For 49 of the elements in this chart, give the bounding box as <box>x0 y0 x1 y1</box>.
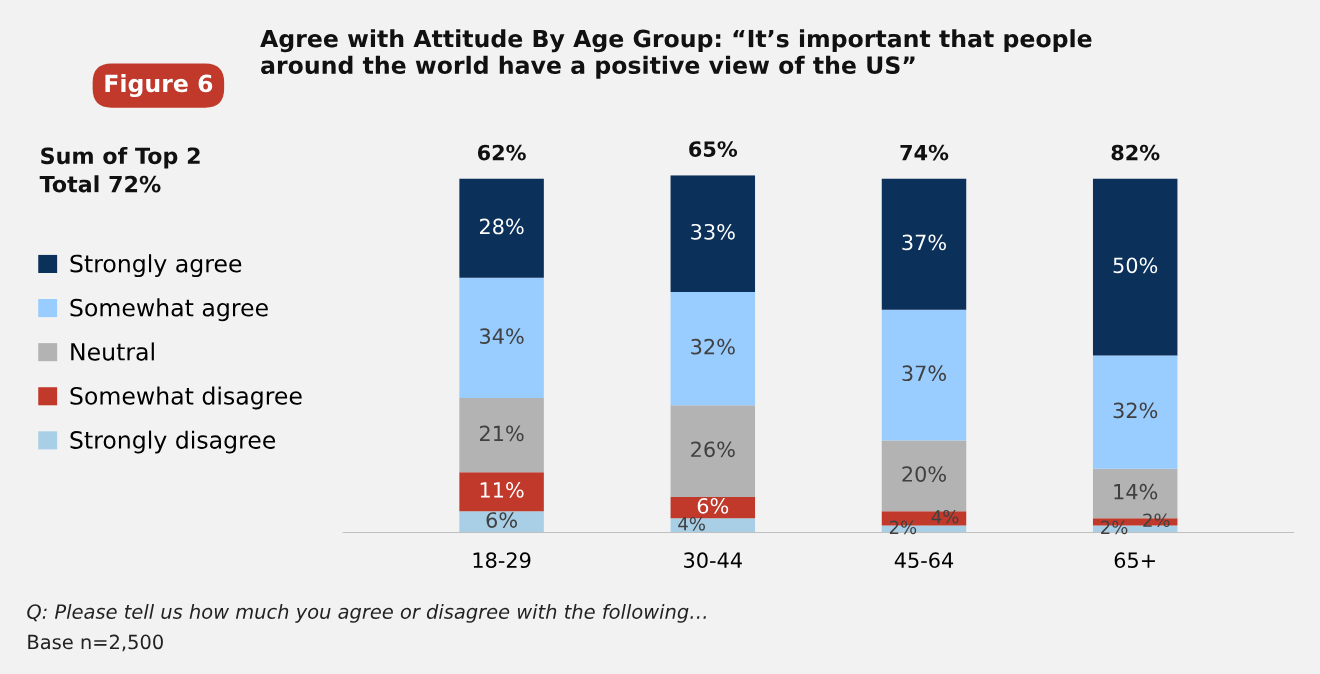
data-label: 34% <box>480 328 524 344</box>
caption: Figure 6 <box>105 74 213 98</box>
bar <box>459 398 544 473</box>
data-label: 50% <box>1113 257 1158 274</box>
legend-label: Strongly disagree <box>70 430 276 454</box>
bar <box>459 277 544 399</box>
bar <box>881 178 967 310</box>
text: Base n=2,500 <box>28 634 163 652</box>
data-label: 33% <box>691 223 735 240</box>
data-label: 20% <box>902 466 946 482</box>
data-label: 14% <box>1114 483 1158 500</box>
data-label: 6% <box>486 512 517 528</box>
text: 62% <box>477 144 526 161</box>
bar <box>670 291 756 406</box>
bar <box>459 511 544 533</box>
x-tick-label: 18-29 <box>473 552 531 569</box>
bar <box>881 440 967 512</box>
x-tick-label: 30-44 <box>684 552 742 569</box>
legend-label: Somewhat disagree <box>70 386 302 410</box>
data-label: 6% <box>697 497 729 514</box>
data-label: 37% <box>902 234 946 251</box>
chart-title: Agree with Attitude By Age Group: “It’s important that people around the world have a positive view of the US” <box>260 29 1092 79</box>
bar <box>670 518 756 533</box>
data-label: 26% <box>691 441 735 458</box>
text: Sum of Top 2 Total 72% <box>39 146 200 193</box>
data-label: 37% <box>902 365 946 382</box>
bar <box>670 405 756 498</box>
bar <box>459 472 544 512</box>
text: 65% <box>689 141 738 157</box>
legend-label: Somewhat agree <box>70 298 268 322</box>
legend-label: Strongly agree <box>70 254 242 278</box>
x-tick-label: 45-64 <box>894 552 954 569</box>
bar <box>670 175 756 292</box>
text: 82% <box>1111 144 1160 161</box>
bar <box>1092 355 1178 469</box>
text: 74% <box>900 144 949 161</box>
text: Q: Please tell us how much you agree or disagree with the following… <box>27 603 706 623</box>
bar <box>881 309 967 441</box>
data-label: 4% <box>931 509 959 524</box>
bar <box>1092 178 1178 356</box>
data-label: 11% <box>480 482 524 498</box>
data-label: 32% <box>691 338 735 355</box>
data-label: 4% <box>678 516 706 531</box>
x-tick-label: 65+ <box>1114 552 1155 569</box>
data-label: 21% <box>479 425 524 442</box>
legend-label: Neutral <box>71 342 154 361</box>
data-label: 28% <box>479 218 524 235</box>
data-label: 32% <box>1113 402 1158 419</box>
bar <box>459 178 544 278</box>
